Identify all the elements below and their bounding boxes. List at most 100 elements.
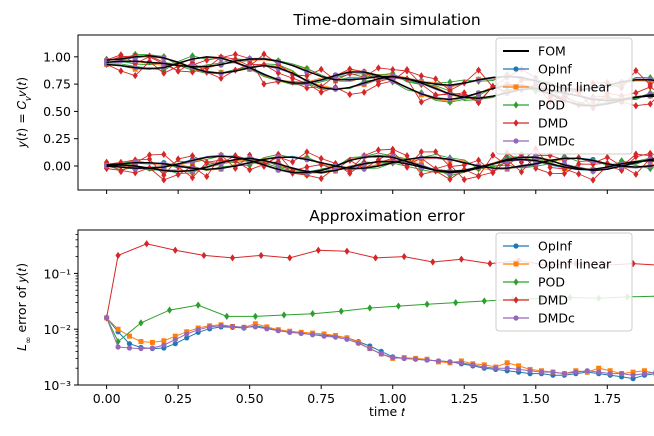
dmd-point [475,172,482,180]
dmd-point [375,77,382,86]
opinf-linear-error-point [607,368,613,374]
dmd-point [189,68,196,76]
dmdc-error-point [275,328,281,334]
opinf-error-point [172,341,178,347]
pod-error-point [424,300,430,308]
dmd-point [261,61,267,69]
dmdc-error-point [104,315,110,321]
opinf-linear-error-point [138,339,144,345]
dmd-point [232,50,238,58]
dmd-error-point [115,251,121,260]
dmdc-error-point [184,331,190,337]
dmd-point [447,86,453,95]
dmd-point [175,67,181,75]
dmd-point [633,89,639,97]
xtick-label: 1.50 [522,391,550,406]
ytick-label: 0.75 [43,77,71,92]
dmdc-error-point [447,359,453,365]
dmdc-error-point [504,365,510,371]
dmdc-error-point [138,345,144,352]
dmd-point [361,88,367,96]
dmd-point [576,160,582,168]
legend-marker-opinf-linear [513,261,519,267]
xtick-label: 0.75 [307,391,335,406]
dmd-point [161,171,167,179]
error-xlabel: time 𝑡 [369,404,405,419]
dmd-error-point [430,258,436,266]
time-domain-panel: Time-domain simulation 1.00 0.75 0.50 0.25 0… [14,11,654,194]
dmdc-error-point [596,369,602,375]
legend-label-opinf: OpInf [538,62,572,77]
fom-trajectory-4 [106,155,654,174]
legend-box [495,232,633,332]
dmdc-error-point [493,365,499,371]
dmd-point [633,170,639,178]
legend-label-pod: POD [538,98,565,113]
dmd-point [404,163,410,171]
dmd-point [647,100,653,108]
xtick-label: 1.00 [379,391,407,406]
dmdc-error-point [619,371,625,377]
ytick-label: 0.50 [43,104,71,119]
dmd-point [204,56,210,64]
opinf-linear-error-point [252,321,258,327]
dmd-error-point [287,254,293,262]
dmd-point [576,170,582,178]
dmdc-error-point [149,345,155,351]
dmd-error-point [144,240,150,248]
legend-label-opinf-linear: OpInf linear [538,80,612,95]
dmd-point [475,156,482,164]
dmd-point [118,51,124,59]
dmd-point [318,154,324,163]
ytick-label: 0.25 [43,131,71,146]
dmdc-error-point [607,371,613,377]
dmd-point [347,169,353,177]
dmdc-error-point [390,354,396,361]
pod-error-point [395,302,402,310]
legend-marker-opinf [513,243,519,249]
legend-marker-pod [513,278,519,286]
dmd-point [289,158,296,166]
dmd-point [118,67,124,75]
dmdc-error-point [470,362,476,368]
legend-marker-dmd [513,296,519,304]
dmdc-error-point [573,369,579,375]
dmd-error-point [487,259,493,268]
dmdc-error-point [561,371,567,377]
dmdc-error-point [195,327,201,333]
dmdc-error-point [378,351,384,357]
pod-error-point [310,310,316,318]
dmdc-error-point [332,334,339,340]
legend-label-fom: FOM [538,44,566,59]
dmd-point [390,65,396,74]
dmdc-error-point [241,324,247,330]
dmd-point [418,72,424,80]
dmd-error-point [258,251,264,260]
error-panel: Approximation error 10⁻¹ 10⁻² 10⁻³ 0.00 0.25… [14,207,654,419]
dmd-point [518,168,525,176]
dmdc-error-point [367,345,373,352]
pod-error-point [115,337,121,346]
dmdc-error-point [229,323,236,330]
ytick-label: 0.00 [43,158,71,173]
dmd-error-point [172,246,178,254]
dmd-point [447,175,453,183]
dmd-point [547,163,553,171]
time-domain-ticks: 1.00 0.75 0.50 0.25 0.00 [43,49,608,194]
legend-marker-dmd [513,119,519,127]
dmdc-error-point [424,357,430,363]
dmdc-error-point [641,371,648,377]
dmdc-error-point [264,326,270,332]
dmdc-error-point [584,368,590,374]
legend-label-dmdc: DMDc [538,134,575,149]
opinf-linear-error-point [596,365,602,371]
dmd-point [633,67,639,75]
dmdc-point [332,85,339,92]
dmd-point [375,146,382,154]
dmdc-error-point [172,337,178,343]
dmd-point [261,50,267,58]
dmd-point [318,174,324,183]
dmd-point [404,67,410,75]
dmdc-error-point [527,368,533,374]
dmd-point [118,167,124,176]
